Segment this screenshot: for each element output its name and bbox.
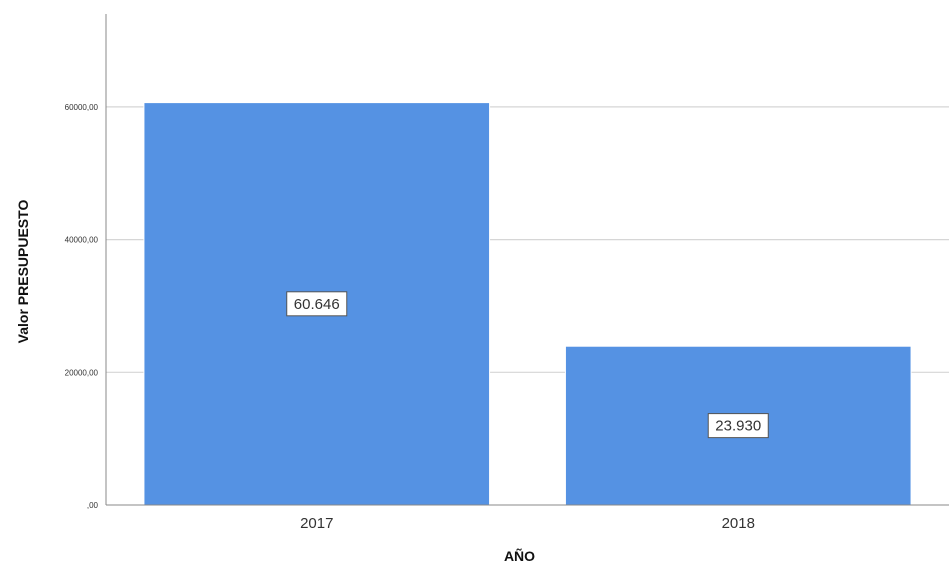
y-tick-label: ,00 [87, 501, 99, 510]
x-axis-title: AÑO [504, 547, 535, 564]
x-tick-labels: 2017 2018 [300, 515, 755, 532]
data-label-box [707, 413, 769, 439]
y-tick-label: 40000,00 [65, 236, 99, 245]
y-tick-labels: ,00 20000,00 40000,00 60000,00 [65, 103, 99, 510]
data-labels: 60.646 23.930 [286, 291, 769, 439]
data-label-text: 60.646 [294, 296, 340, 313]
y-tick-label: 60000,00 [65, 103, 99, 112]
data-label-text: 23.930 [715, 418, 761, 435]
data-label-box [286, 291, 348, 317]
y-axis-title: Valor PRESUPUESTO [15, 200, 31, 344]
data-label-2018: 23.930 [707, 413, 769, 439]
bars [143, 102, 912, 506]
data-label-2017: 60.646 [286, 291, 348, 317]
x-tick-label: 2017 [300, 515, 333, 532]
y-tick-label: 20000,00 [65, 368, 99, 377]
axes [105, 14, 949, 506]
x-tick-label: 2018 [722, 515, 755, 532]
